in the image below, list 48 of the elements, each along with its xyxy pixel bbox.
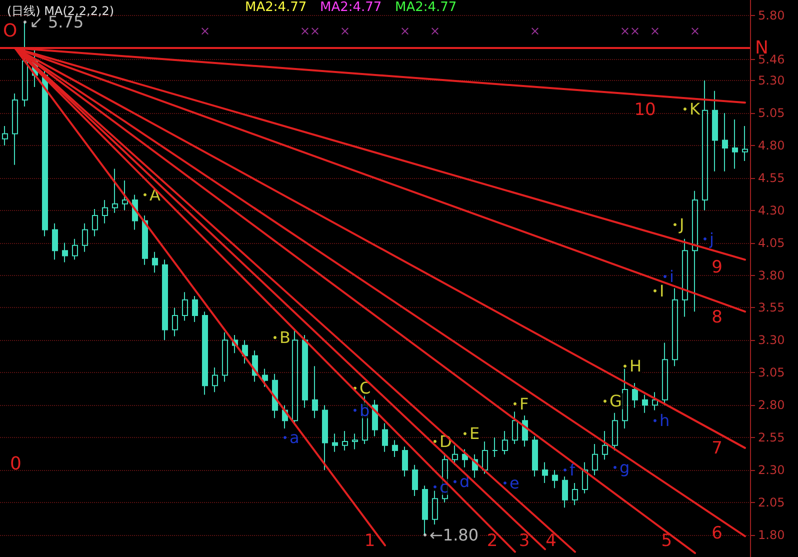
y-tick-label: 3.05 [758,366,785,380]
data-label: B [280,328,290,348]
y-tick-label: 3.55 [758,300,785,315]
annotation: MA2:4.77 [395,0,457,15]
series-label: 10 [634,100,656,120]
data-label: d [460,472,470,492]
y-tick-label: 2.05 [758,495,785,510]
series-label: 2 [486,531,498,551]
y-tick-label: 2.30 [758,463,785,478]
series-label: 7 [712,438,722,459]
annotation: 0 [10,454,22,474]
y-tick-label: 4.55 [758,170,785,185]
annotation: MA2:4.77 [320,0,382,15]
data-label: g [620,458,630,477]
y-tick-label: 4.30 [758,203,785,218]
data-label: ←1.80 [430,525,479,544]
y-tick-label: 5.80 [758,8,785,23]
data-label: G [610,392,622,411]
data-label: F [520,394,529,414]
series-label: 8 [712,308,722,328]
annotation: MA2:4.77 [245,0,307,15]
y-tick-label: 5.30 [758,74,785,88]
series-label: 4 [546,531,556,551]
y-tick-label: 1.80 [758,528,785,542]
data-label: E [470,424,480,444]
series-label: 5 [661,531,672,551]
data-label: K [690,100,700,119]
data-label: i [670,267,674,286]
annotation: O [3,20,18,42]
data-label: a [290,428,300,448]
y-tick-label: 2.55 [758,430,785,445]
data-label: e [510,473,520,492]
y-tick-label: 2.80 [758,398,785,412]
data-label: H [630,356,642,376]
y-tick-label: 5.05 [758,106,785,120]
y-tick-label: 3.30 [758,333,785,348]
data-label: j [708,229,714,248]
data-label: c [440,477,448,496]
data-label: I [660,281,664,300]
y-tick-label: 3.80 [758,268,785,282]
series-label: 1 [364,531,376,551]
y-tick-label: 4.80 [758,138,785,152]
series-label: 3 [518,531,530,551]
series-label: 6 [712,524,722,544]
data-label: J [678,215,684,234]
data-label: h [660,411,670,430]
y-tick-label: 4.05 [758,236,785,250]
series-label: 9 [712,258,722,278]
